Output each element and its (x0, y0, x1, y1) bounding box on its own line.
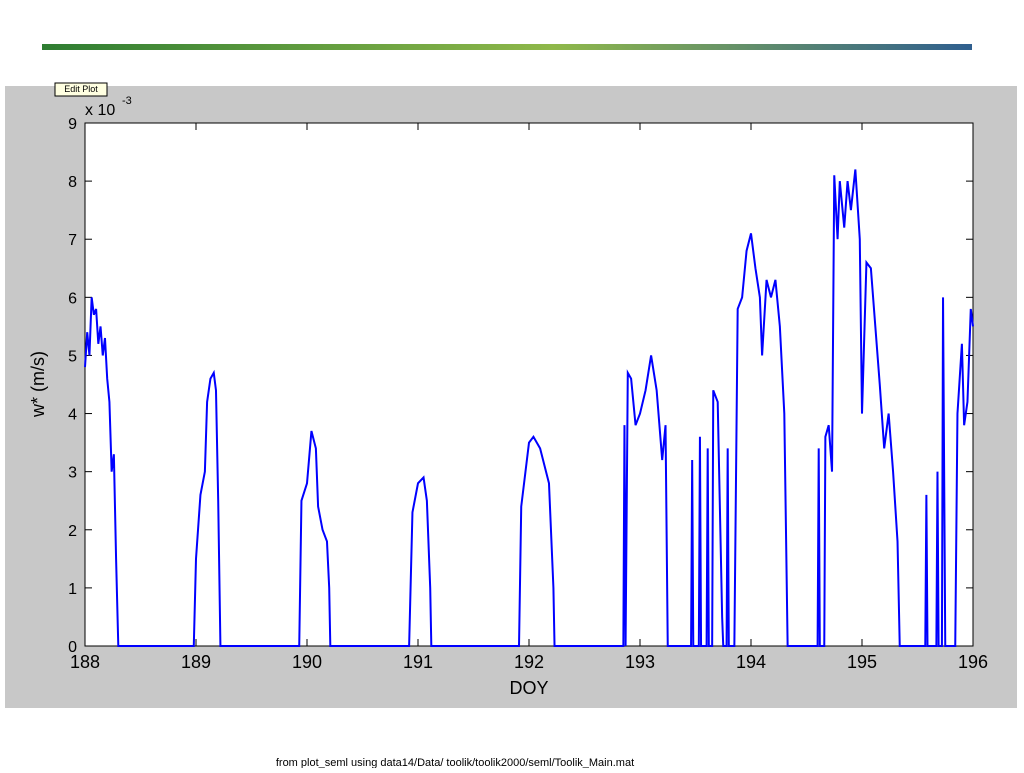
x-tick-label: 193 (625, 652, 655, 672)
x-tick-label: 195 (847, 652, 877, 672)
x-tick-label: 188 (70, 652, 100, 672)
y-exponent: -3 (122, 95, 132, 107)
y-axis-label: w* (m/s) (28, 351, 48, 418)
data-line (84, 169, 974, 647)
x-tick-label: 192 (514, 652, 544, 672)
y-tick-label: 4 (68, 407, 77, 424)
edit-plot-label: Edit Plot (64, 84, 98, 94)
header-bar (42, 44, 972, 50)
y-tick-label: 0 (68, 639, 77, 656)
y-tick-label: 9 (68, 116, 77, 133)
y-tick-label: 8 (68, 174, 77, 191)
x-tick-label: 194 (736, 652, 766, 672)
y-tick-label: 7 (68, 232, 77, 249)
edit-plot-button[interactable] (54, 82, 108, 97)
y-tick-label: 2 (68, 523, 77, 540)
caption: from plot_seml using data14/Data/ toolik… (276, 757, 634, 768)
y-tick-label: 3 (68, 465, 77, 482)
y-multiplier: x 10 (85, 102, 115, 119)
x-tick-label: 196 (958, 652, 988, 672)
x-tick-label: 189 (181, 652, 211, 672)
x-tick-label: 190 (292, 652, 322, 672)
x-tick-label: 191 (403, 652, 433, 672)
y-tick-label: 6 (68, 290, 77, 307)
x-axis-label: DOY (509, 678, 548, 698)
y-tick-label: 5 (68, 348, 77, 365)
y-tick-label: 1 (68, 581, 77, 598)
